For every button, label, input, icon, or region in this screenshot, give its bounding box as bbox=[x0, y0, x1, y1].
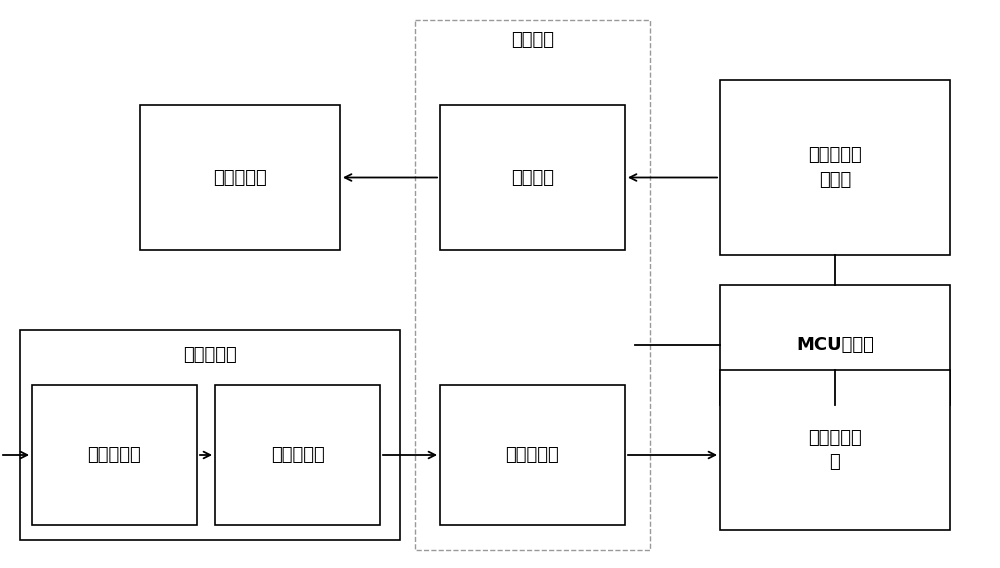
Text: 光电二极管: 光电二极管 bbox=[88, 446, 141, 464]
Bar bbox=[720, 80, 950, 255]
Bar bbox=[215, 385, 380, 525]
Bar bbox=[415, 20, 650, 550]
Bar bbox=[32, 385, 197, 525]
Bar bbox=[20, 330, 400, 540]
Text: 自检数据生
成装置: 自检数据生 成装置 bbox=[808, 146, 862, 189]
Text: MCU控制器: MCU控制器 bbox=[796, 336, 874, 354]
Text: 光接收组件: 光接收组件 bbox=[183, 346, 237, 364]
Bar bbox=[440, 385, 625, 525]
Bar bbox=[140, 105, 340, 250]
Text: 光发射组件: 光发射组件 bbox=[213, 169, 267, 186]
Text: 跨阻放大器: 跨阻放大器 bbox=[271, 446, 324, 464]
Bar bbox=[720, 285, 950, 405]
Bar bbox=[440, 105, 625, 250]
Text: 电路芯片: 电路芯片 bbox=[511, 31, 554, 49]
Text: 限幅放大器: 限幅放大器 bbox=[506, 446, 559, 464]
Bar bbox=[720, 370, 950, 530]
Text: 驱动电路: 驱动电路 bbox=[511, 169, 554, 186]
Text: 数据接收装
置: 数据接收装 置 bbox=[808, 428, 862, 471]
